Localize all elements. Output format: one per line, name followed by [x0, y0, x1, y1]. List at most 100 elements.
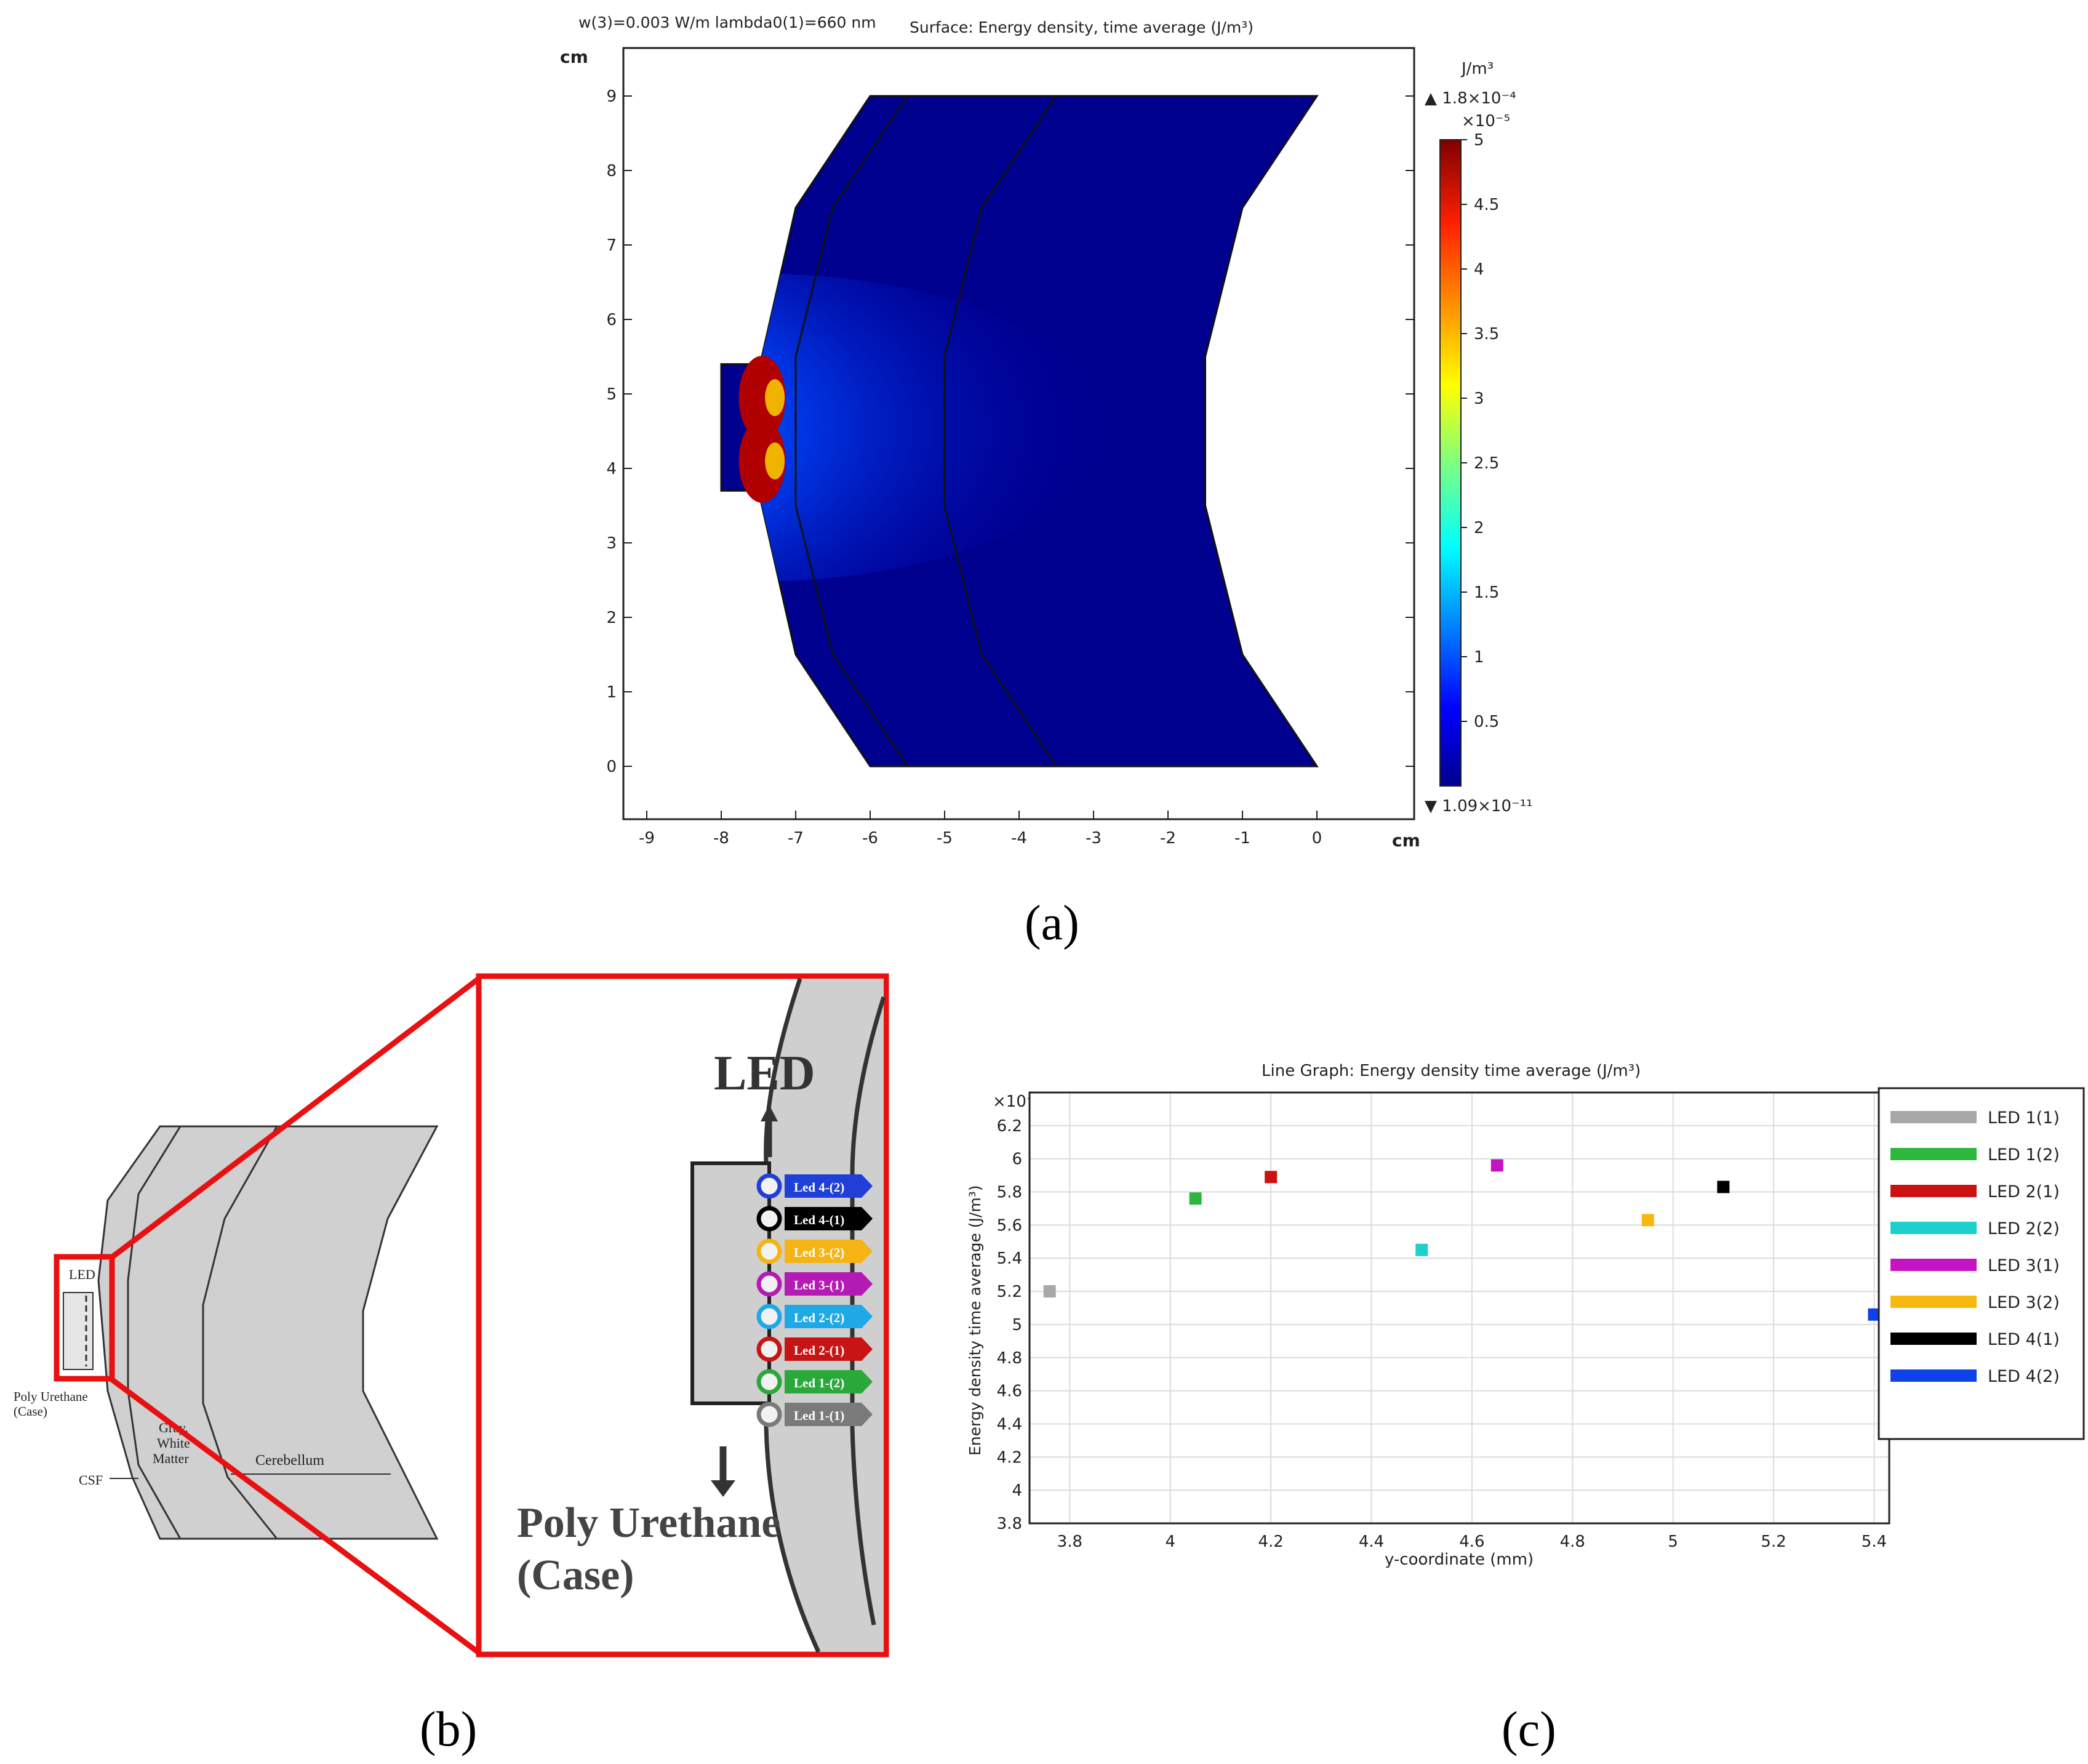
- y-tick-label: 4.8: [997, 1349, 1022, 1368]
- legend-label: LED 1(1): [1988, 1109, 2060, 1128]
- x-tick-label: 5.2: [1761, 1533, 1786, 1551]
- legend-item: LED 1(1): [1890, 1109, 2060, 1128]
- x-tick-label: -4: [1011, 829, 1027, 848]
- led-ring-icon: [756, 1304, 782, 1329]
- y-tick-label: 4: [606, 460, 617, 478]
- zoom-connector-bottom: [109, 1376, 481, 1655]
- x-tick-label: 5: [1668, 1533, 1678, 1551]
- legend-item: LED 2(2): [1890, 1219, 2060, 1238]
- data-point: [1490, 1159, 1503, 1172]
- led-up-arrowhead: [761, 1105, 778, 1121]
- x-tick-label: -8: [713, 829, 729, 848]
- zoom-inner-outline: [850, 996, 886, 1626]
- y-tick-label: 1: [606, 683, 617, 702]
- colorbar-tick-label: 2: [1474, 519, 1484, 537]
- led-ring-icon: [756, 1336, 782, 1362]
- panel-a-header-title: Surface: Energy density, time average (J…: [910, 18, 1254, 36]
- legend-swatch: [1890, 1296, 1977, 1308]
- chart-title: Line Graph: Energy density time average …: [1262, 1062, 1641, 1080]
- csf-line: [127, 1126, 182, 1539]
- y-tick-label: 9: [606, 87, 617, 106]
- legend-item: LED 3(1): [1890, 1256, 2060, 1275]
- led-item: Led 1-(1): [756, 1401, 873, 1427]
- x-tick-label: 4: [1165, 1533, 1175, 1551]
- panel-a-y-unit: cm: [560, 47, 588, 67]
- panel-label-a: (a): [1025, 896, 1079, 950]
- led-item: Led 2-(2): [756, 1304, 873, 1329]
- zoom-label-case: (Case): [517, 1552, 634, 1599]
- y-tick-label: 5: [1012, 1316, 1022, 1334]
- y-tick-label: 5: [606, 385, 617, 404]
- colorbar-unit: J/m³: [1460, 60, 1494, 78]
- y-tick-label: 4.4: [997, 1415, 1022, 1433]
- led-ring-icon: [756, 1173, 782, 1199]
- legend-label: LED 4(2): [1988, 1367, 2060, 1386]
- panel-c-line-graph: Line Graph: Energy density time average …: [966, 1062, 1890, 1582]
- y-tick-label: 3.8: [997, 1515, 1022, 1533]
- led-tag: [785, 1403, 873, 1426]
- x-tick-label: -2: [1160, 829, 1176, 848]
- y-tick-label: 6.2: [997, 1117, 1022, 1136]
- chart-tick-labels: 3.8 4 4.2 4.4 4.6 4.8 5 5.2 5.4 3.8 4 4.2 4.4 4.6 4.8 5…: [997, 1117, 1887, 1551]
- led-tag: [785, 1337, 873, 1361]
- legend-item: LED 4(2): [1890, 1367, 2060, 1386]
- x-tick-label: -5: [937, 829, 953, 848]
- led-tag-label: Led 2-(1): [794, 1343, 844, 1358]
- led-item: Led 3-(2): [756, 1238, 873, 1264]
- small-label-csf: CSF: [79, 1472, 103, 1488]
- y-tick-label: 5.8: [997, 1184, 1022, 1202]
- led-tag-label: Led 1-(1): [794, 1408, 844, 1423]
- colorbar-ticks: 5 4.5 4 3.5 3 2.5 2 1.5 1 0.5: [1461, 131, 1499, 731]
- led-list: Led 4-(2) Led 4-(1) Led 3-(2) Led 3-(1) Led …: [756, 1173, 873, 1427]
- legend-label: LED 2(2): [1988, 1219, 2060, 1238]
- legend-item: LED 3(2): [1890, 1293, 2060, 1312]
- y-tick-label: 2: [606, 609, 617, 627]
- led-tag: [785, 1370, 873, 1393]
- led-tag-label: Led 4-(2): [794, 1180, 844, 1195]
- small-label-matter: Matter: [153, 1451, 189, 1466]
- y-tick-label: 0: [606, 758, 617, 776]
- led-tag-label: Led 2-(2): [794, 1310, 844, 1325]
- legend-swatch: [1890, 1185, 1977, 1197]
- data-point: [1717, 1181, 1730, 1193]
- colorbar-tick-label: 5: [1474, 131, 1484, 150]
- colorbar-tick-label: 2.5: [1474, 454, 1499, 473]
- led-hotspot-core: [765, 379, 785, 417]
- colorbar-tick-label: 1: [1474, 648, 1484, 667]
- zoom-tissue-outline: [764, 977, 821, 1653]
- y-tick-label: 5.4: [997, 1249, 1022, 1268]
- small-led-case: [63, 1292, 94, 1370]
- y-tick-label: 6: [606, 311, 617, 329]
- gray-white-matter-boundary: [943, 95, 1057, 767]
- led-item: Led 1-(2): [756, 1369, 873, 1395]
- x-tick-label: -1: [1234, 829, 1250, 848]
- head-tissue-shape: [97, 1125, 439, 1540]
- panel-label-c: (c): [1502, 1702, 1556, 1757]
- chart-points: [1043, 1159, 1881, 1321]
- small-zoom-box: [54, 1254, 115, 1382]
- colorbar-tick-label: 3.5: [1474, 325, 1499, 343]
- legend-swatch: [1890, 1259, 1977, 1271]
- x-tick-label: -7: [788, 829, 804, 848]
- led-tag-label: Led 3-(1): [794, 1278, 844, 1293]
- led-hotspot-core: [765, 442, 785, 479]
- data-point: [1189, 1192, 1202, 1205]
- x-tick-label: 3.8: [1057, 1533, 1082, 1551]
- x-tick-label: 4.6: [1459, 1533, 1484, 1551]
- legend-label: LED 4(1): [1988, 1330, 2060, 1349]
- led-ring-icon: [756, 1271, 782, 1297]
- led-item: Led 3-(1): [756, 1271, 873, 1297]
- y-tick-label: 8: [606, 162, 617, 180]
- case-down-arrowhead: [711, 1480, 735, 1497]
- legend-item: LED 2(1): [1890, 1182, 2060, 1201]
- x-tick-label: 0: [1312, 829, 1322, 848]
- matter-line: [202, 1126, 278, 1539]
- panel-b-schematic: LED Poly Urethane (Case) Gray, White Mat…: [14, 973, 889, 1658]
- small-label-led: LED: [69, 1267, 95, 1282]
- panel-a-x-unit: cm: [1392, 830, 1420, 851]
- data-point: [1641, 1214, 1654, 1227]
- y-tick-label: 4.6: [997, 1382, 1022, 1401]
- tissue-domain: [720, 95, 1319, 768]
- data-point: [1043, 1285, 1056, 1298]
- led-ring-icon: [756, 1401, 782, 1427]
